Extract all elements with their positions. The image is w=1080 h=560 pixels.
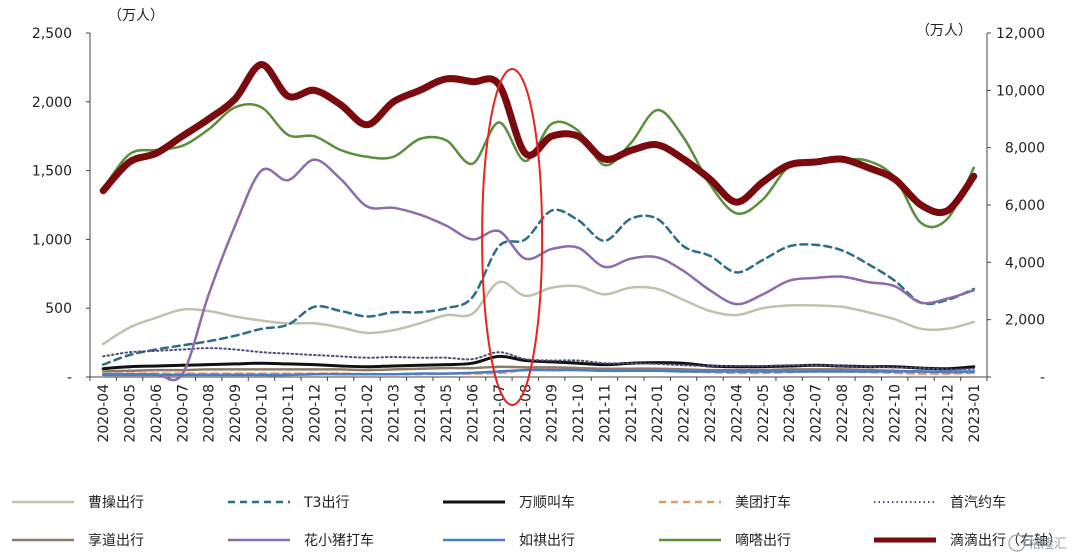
x-tick-label: 2021-08 [518,384,534,443]
x-tick-label: 2020-09 [228,384,244,443]
x-tick-label: 2022-12 [940,384,956,443]
legend-label: 美团打车 [735,494,791,511]
x-tick-label: 2021-04 [413,384,429,443]
chart-axes: - 500 1,000 1,500 2,000 2,500 - 2,000 4,000 6,000… [32,26,1045,443]
series-layer: 曹操出行T3出行万顺叫车美团打车首汽约车享道出行花小猪打车如祺出行嘀嗒出行滴滴出… [99,61,978,382]
legend-label: 享道出行 [88,532,144,549]
x-tick-label: 2022-07 [809,384,825,443]
x-tick-label: 2021-06 [466,384,482,443]
x-tick-label: 2022-01 [650,384,666,443]
x-tick-label: 2022-06 [782,384,798,443]
y-right-tick-label: 8,000 [1005,141,1045,157]
x-tick-label: 2022-10 [888,384,904,443]
legend-label: 花小猪打车 [304,532,374,549]
y-right-tick-label: 4,000 [1005,255,1045,271]
y-left-tick-label: - [67,370,72,386]
x-tick-label: 2020-05 [123,384,139,443]
x-tick-label: 2021-10 [571,384,587,443]
y-left-tick-label: 500 [45,301,72,317]
x-tick-label: 2022-02 [677,384,693,443]
watermark-text: 格隆汇 [1028,536,1067,552]
x-tick-label: 2021-01 [334,384,350,443]
x-tick-label: 2021-02 [360,384,376,443]
y-right-tick-label: 2,000 [1005,313,1045,329]
highlight-ellipse [481,68,544,406]
x-tick-label: 2020-07 [175,384,191,443]
y-left-tick-label: 1,000 [32,232,72,248]
legend-label: T3出行 [303,495,349,511]
x-tick-label: 2020-08 [202,384,218,443]
x-tick-label: 2021-09 [545,384,561,443]
y-right-tick-label: 12,000 [996,26,1045,42]
x-tick-label: 2022-11 [914,384,930,443]
series-line-6: 花小猪打车 [101,158,976,382]
y-left-unit: （万人） [108,8,164,24]
y-left-tick-label: 1,500 [32,164,72,180]
x-tick-label: 2021-05 [439,384,455,443]
legend-label: 万顺叫车 [519,494,575,511]
x-tick-label: 2020-04 [96,384,112,443]
y-right-unit: （万人） [916,23,972,39]
x-tick-label: 2020-06 [149,384,165,443]
x-tick-label: 2022-03 [703,384,719,443]
legend-label: 如祺出行 [519,533,575,549]
series-line-4: 首汽约车 [102,347,975,371]
x-tick-label: 2022-04 [729,384,745,443]
watermark-logo-icon [1008,534,1026,552]
x-tick-label: 2022-08 [835,384,851,443]
x-tick-label: 2023-01 [967,384,983,443]
series-line-0: 曹操出行 [101,280,976,346]
x-tick-label: 2020-11 [281,384,297,443]
series-line-1: T3出行 [101,208,976,366]
x-tick-label: 2020-12 [307,384,323,443]
series-line-7: 如祺出行 [101,368,976,377]
x-tick-label: 2021-11 [597,384,613,443]
legend-label: 曹操出行 [88,495,144,511]
series-line-5: 享道出行 [101,365,976,374]
legend-label: 滴滴出行（右轴） [950,532,1062,549]
x-tick-label: 2022-09 [861,384,877,443]
y-right-tick-label: - [1040,370,1045,386]
x-tick-label: 2021-03 [386,384,402,443]
y-left-tick-label: 2,500 [32,26,72,42]
legend-label: 嘀嗒出行 [735,532,791,549]
series-line-9: 滴滴出行（右轴） [99,61,978,217]
y-right-tick-label: 10,000 [996,83,1045,99]
y-left-tick-label: 2,000 [32,95,72,111]
x-tick-label: 2021-12 [624,384,640,443]
legend-label: 首汽约车 [950,494,1006,511]
watermark: 格隆汇 [1008,534,1067,552]
y-right-tick-label: 6,000 [1005,198,1045,214]
x-tick-label: 2020-10 [254,384,270,443]
x-tick-label: 2022-05 [756,384,772,443]
